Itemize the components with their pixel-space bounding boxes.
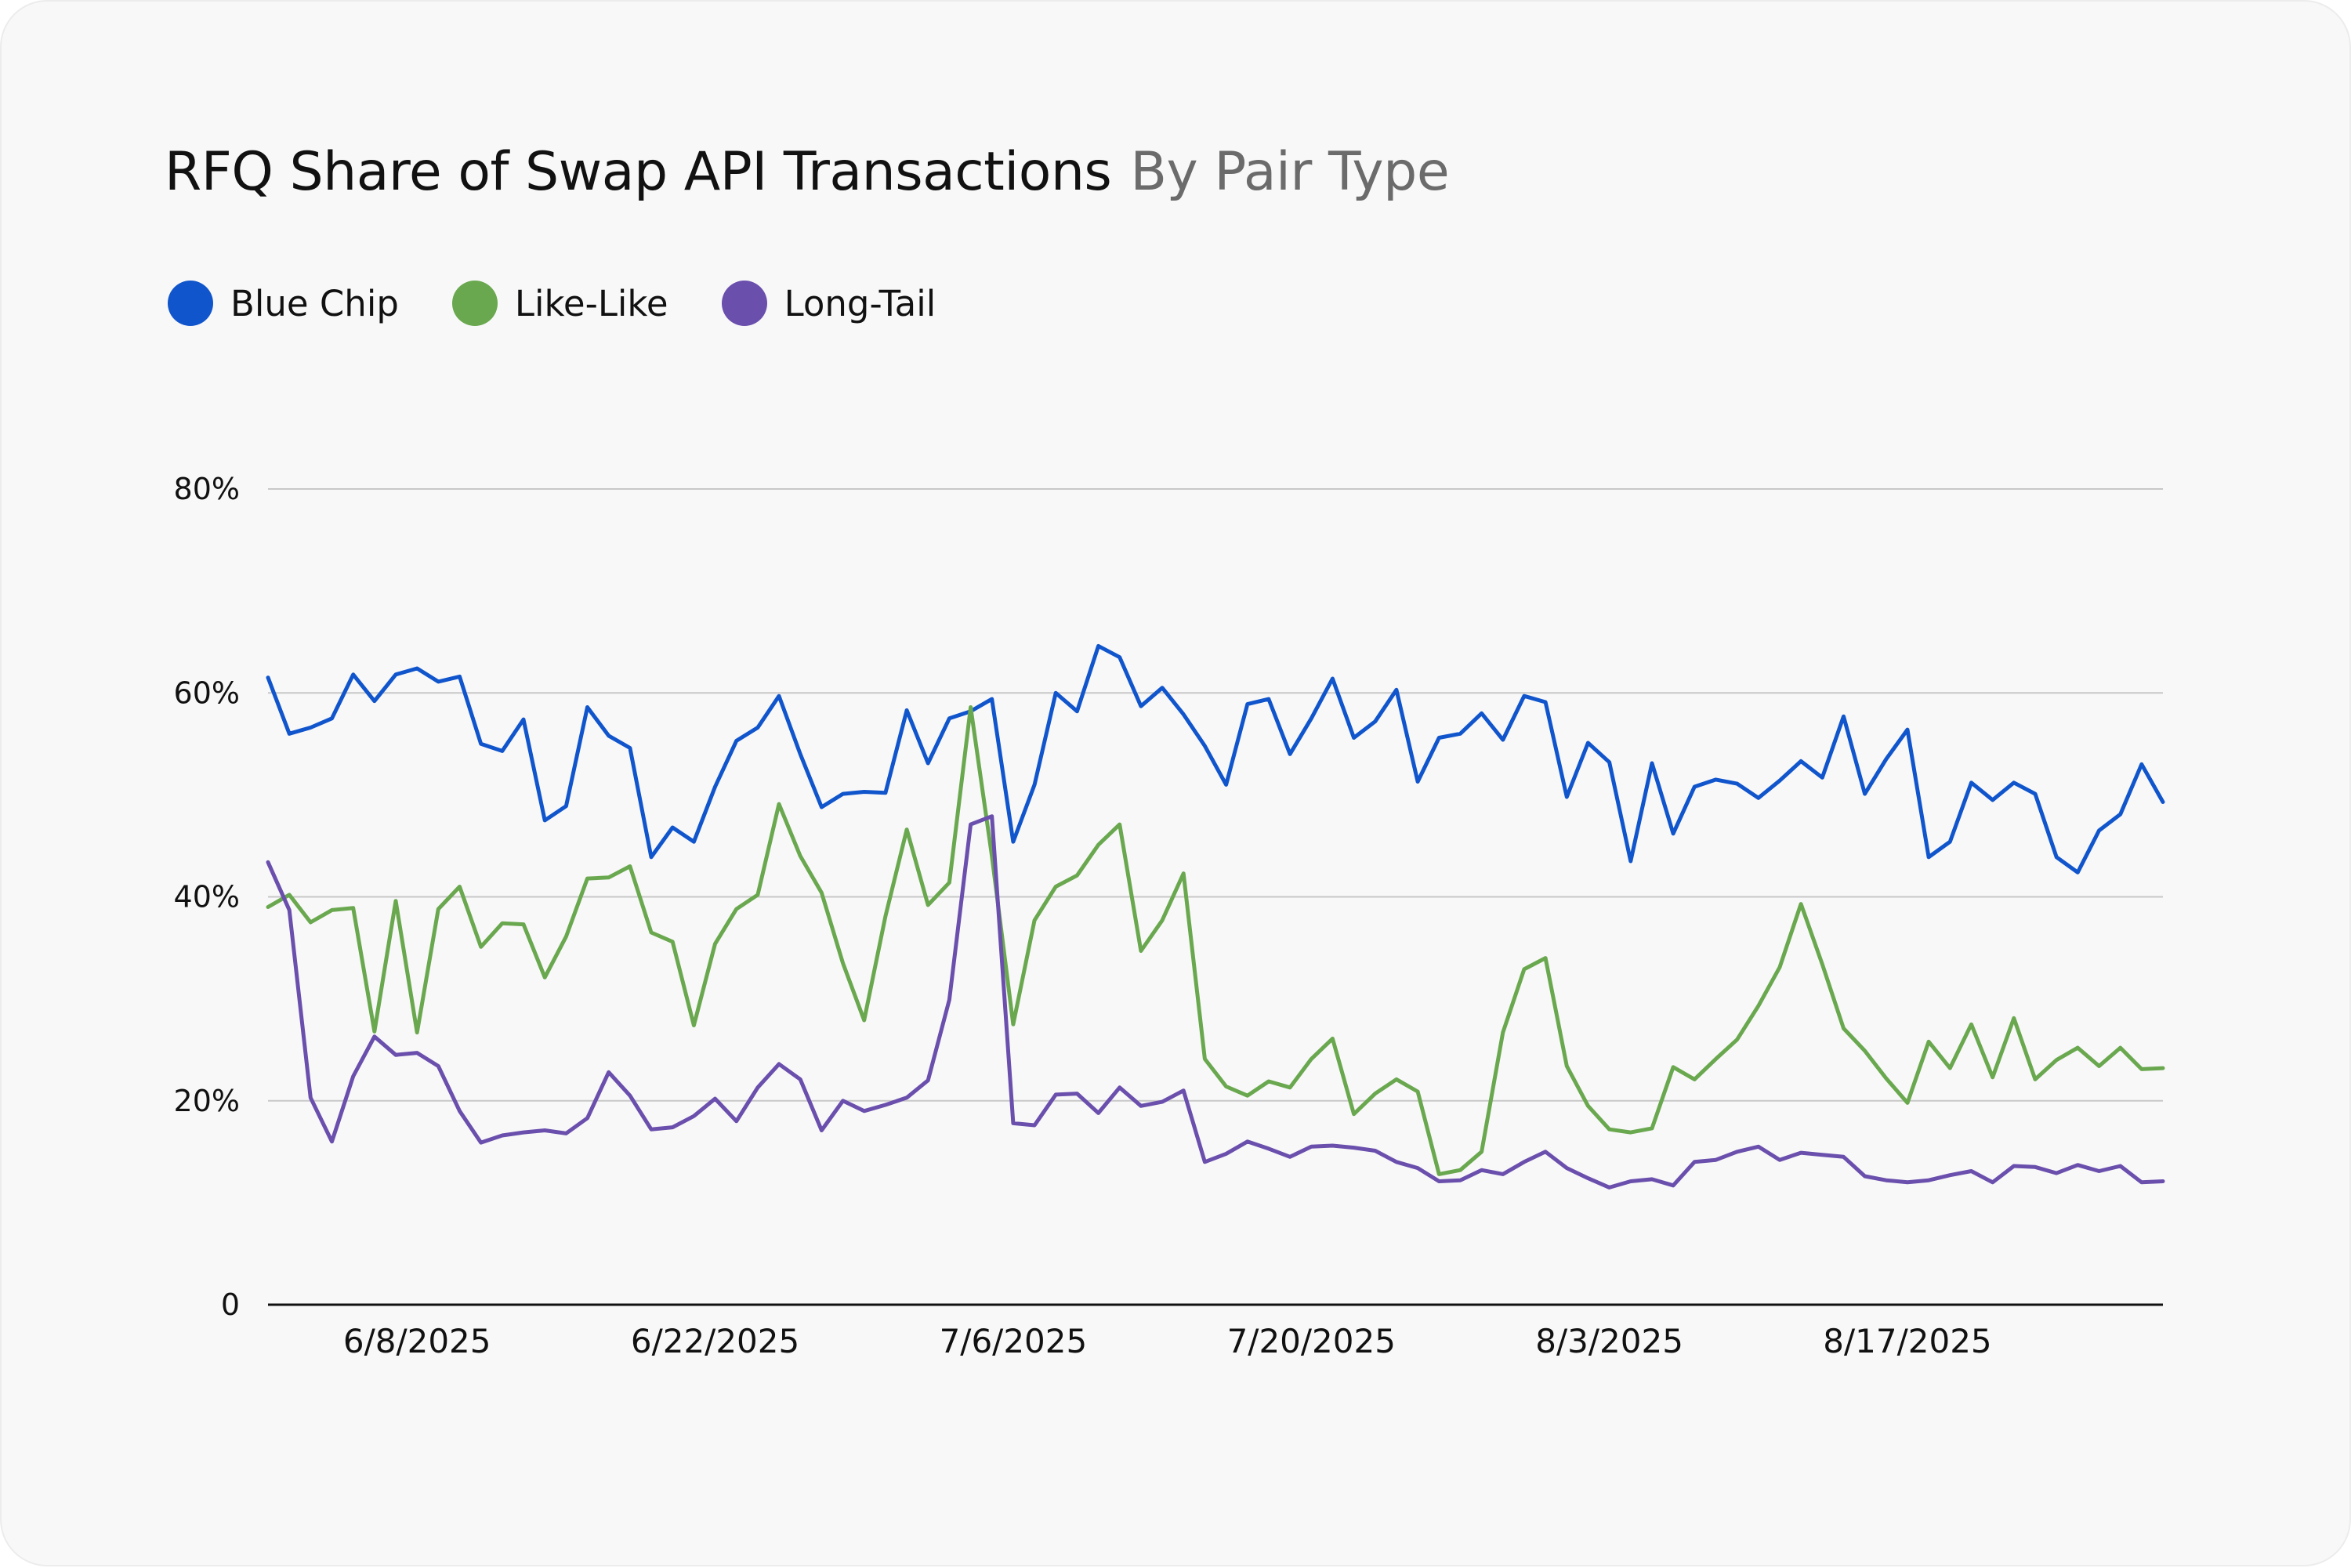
legend-item: Blue Chip [168, 281, 399, 326]
y-tick-label: 40% [174, 880, 240, 914]
chart-subtitle: By Pair Type [1130, 141, 1450, 203]
legend-swatch [721, 281, 767, 326]
x-tick-label: 8/3/2025 [1535, 1322, 1683, 1360]
series-line-like-like [266, 705, 2165, 1176]
y-tick-label: 80% [174, 472, 240, 506]
y-tick-label: 60% [174, 675, 240, 710]
x-tick-label: 6/22/2025 [631, 1322, 799, 1360]
chart-title: RFQ Share of Swap API Transactions [165, 141, 1112, 203]
legend-label: Like-Like [514, 282, 668, 324]
x-tick-label: 7/6/2025 [940, 1322, 1088, 1360]
y-tick-label: 0 [221, 1287, 240, 1322]
chart-legend: Blue Chip Like-Like Long-Tail [168, 281, 989, 326]
series-line-blue-chip [266, 643, 2165, 875]
legend-item: Long-Tail [721, 281, 936, 326]
legend-label: Long-Tail [784, 282, 936, 324]
legend-item: Like-Like [451, 281, 668, 326]
series-line-long-tail [266, 814, 2165, 1190]
x-tick-label: 7/20/2025 [1227, 1322, 1396, 1360]
y-tick-label: 20% [174, 1084, 240, 1118]
x-tick-label: 6/8/2025 [343, 1322, 491, 1360]
legend-label: Blue Chip [230, 282, 399, 324]
legend-swatch [451, 281, 498, 326]
legend-swatch [168, 281, 213, 326]
chart-header: RFQ Share of Swap API Transactions By Pai… [165, 141, 1450, 203]
x-tick-label: 8/17/2025 [1823, 1322, 1991, 1360]
